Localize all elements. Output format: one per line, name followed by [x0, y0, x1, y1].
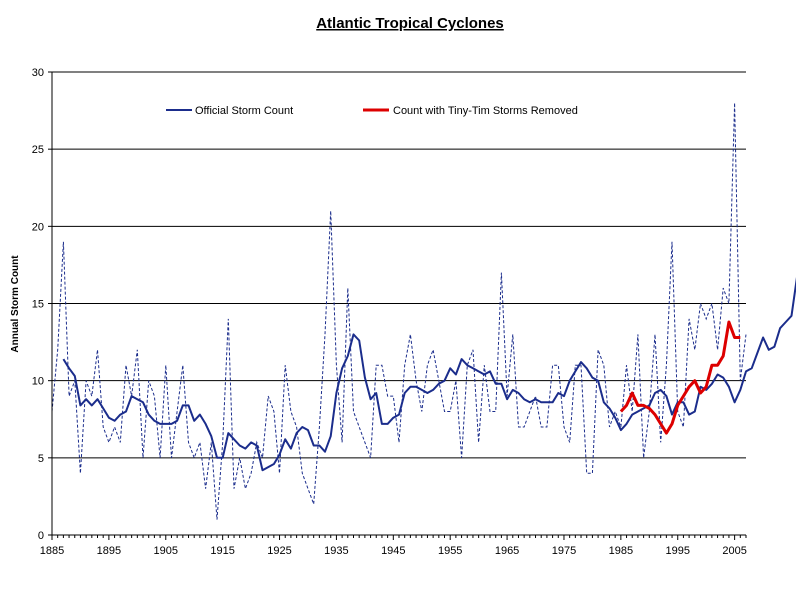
y-tick-label-0: 0 [38, 530, 44, 542]
x-tick-label-1915: 1915 [210, 545, 234, 557]
x-tick-label-1945: 1945 [381, 545, 405, 557]
x-tick-label-1895: 1895 [97, 545, 121, 557]
y-tick-label-20: 20 [32, 221, 44, 233]
gridlines [52, 71, 746, 459]
y-tick-label-10: 10 [32, 376, 44, 388]
x-tick-label-1885: 1885 [40, 545, 64, 557]
x-tick-label-1985: 1985 [609, 545, 633, 557]
x-tick-label-1975: 1975 [552, 545, 576, 557]
series-line-official-storm-count [62, 277, 796, 472]
x-tick-label-1905: 1905 [154, 545, 178, 557]
x-tick-label-1935: 1935 [324, 545, 348, 557]
series-layer [51, 102, 796, 520]
series-line-tiny-tim-removed [619, 320, 741, 435]
x-tick-label-2005: 2005 [722, 545, 746, 557]
x-tick-label-1965: 1965 [495, 545, 519, 557]
series-line-annual-count [51, 102, 747, 520]
y-tick-label-5: 5 [38, 453, 44, 465]
x-axis-ticks: 1885 1895 1905 1915 1925 1935 1945 1955 1965 1975… [40, 535, 747, 557]
legend-label-tiny-tim-removed: Count with Tiny-Tim Storms Removed [393, 105, 578, 117]
x-tick-label-1995: 1995 [665, 545, 689, 557]
y-tick-label-30: 30 [32, 67, 44, 79]
x-tick-label-1955: 1955 [438, 545, 462, 557]
legend-label-official: Official Storm Count [195, 105, 293, 117]
chart-title: Atlantic Tropical Cyclones [316, 15, 504, 32]
x-tick-label-1925: 1925 [267, 545, 291, 557]
y-tick-label-25: 25 [32, 144, 44, 156]
y-axis-ticks: 0 5 10 15 20 25 30 [32, 67, 52, 542]
y-axis-label: Annual Storm Count [10, 255, 21, 353]
axes [51, 72, 746, 536]
y-tick-label-15: 15 [32, 299, 44, 311]
legend: Official Storm Count Count with Tiny-Tim… [166, 105, 578, 117]
